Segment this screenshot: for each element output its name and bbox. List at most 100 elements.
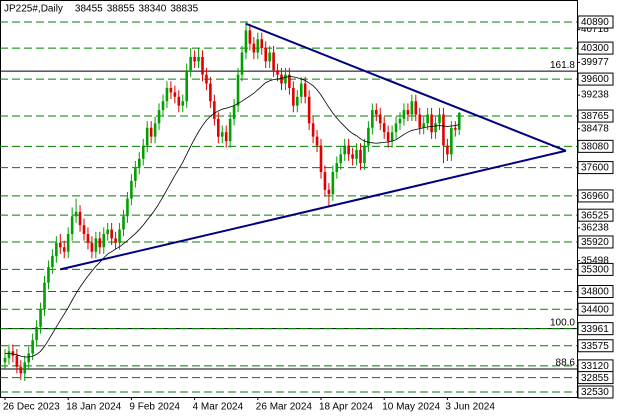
y-tick-label: 36238	[581, 223, 609, 234]
candle-body	[264, 48, 267, 62]
candle-body	[141, 145, 145, 159]
level-box	[577, 208, 614, 222]
level-label: 33961	[581, 324, 609, 335]
candle-body	[307, 96, 311, 124]
level-label: 32855	[581, 373, 609, 384]
candle-body	[347, 145, 350, 155]
candle-body	[434, 123, 437, 133]
level-label: 36960	[581, 191, 609, 202]
candle-body	[51, 256, 54, 268]
candle-body	[323, 172, 327, 190]
candle-body	[217, 118, 220, 137]
candle-body	[359, 149, 362, 164]
candle-body	[177, 96, 181, 106]
candle-body	[86, 233, 90, 243]
candle-body	[375, 110, 378, 115]
candle-body	[256, 39, 260, 53]
plot-frame	[0, 0, 578, 398]
level-box	[577, 235, 614, 249]
moving-average	[5, 76, 460, 358]
candle-body	[66, 233, 70, 252]
level-label: 33575	[581, 341, 609, 352]
candle-body	[149, 127, 153, 137]
candle-body	[134, 167, 137, 181]
level-label: 34400	[581, 304, 609, 315]
candle-body	[331, 172, 335, 195]
candle-body	[205, 74, 208, 84]
candle-body	[327, 189, 331, 195]
x-tick-label: 26 Mar 2024	[256, 402, 313, 413]
x-tick-label: 4 Mar 2024	[193, 402, 244, 413]
level-label: 39600	[581, 74, 609, 85]
x-tick-label: 3 Jun 2024	[445, 402, 495, 413]
level-box	[577, 285, 614, 299]
candle-body	[351, 154, 354, 159]
candle-body	[292, 87, 295, 106]
candle-body	[288, 74, 291, 88]
x-tick-label: 26 Dec 2023	[3, 402, 60, 413]
candle-body	[19, 366, 23, 374]
level-box	[577, 302, 614, 316]
level-box	[577, 339, 614, 353]
candle-body	[303, 83, 307, 97]
level-label: 32530	[581, 387, 609, 398]
candle-body	[78, 211, 82, 226]
level-label: 40890	[581, 17, 609, 28]
candle-body	[335, 163, 339, 173]
candle-body	[454, 127, 457, 130]
candle-body	[189, 56, 192, 71]
candle-body	[378, 114, 382, 124]
candle-body	[299, 83, 303, 97]
candle-body	[157, 110, 161, 124]
candle-body	[339, 154, 343, 164]
level-box	[577, 371, 614, 385]
candle-body	[126, 198, 129, 217]
candle-body	[394, 123, 398, 133]
candle-body	[390, 132, 394, 142]
candle-body	[414, 101, 418, 115]
candle-body	[224, 132, 228, 142]
candle-body	[35, 326, 38, 341]
candle-body	[118, 229, 121, 243]
candle-body	[169, 87, 173, 93]
header-value: 38455	[75, 4, 103, 15]
level-box	[577, 72, 614, 86]
candle-body	[122, 216, 125, 230]
candle-body	[355, 149, 358, 159]
candle-body	[268, 52, 271, 62]
candle-body	[248, 30, 252, 44]
candle-body	[181, 101, 185, 106]
candle-body	[252, 43, 256, 53]
level-box	[577, 322, 614, 336]
header: JP225#,Daily	[4, 4, 63, 15]
chart-title: JP225#,Daily	[4, 4, 63, 15]
candle-body	[422, 123, 425, 128]
candle-body	[367, 127, 370, 146]
candle-body	[319, 145, 323, 173]
level-label: 38080	[581, 141, 609, 152]
candle-body	[430, 114, 433, 133]
x-tick-label: 10 May 2024	[382, 402, 440, 413]
candle-body	[11, 351, 15, 356]
candle-body	[272, 52, 275, 71]
candle-body	[457, 112, 461, 130]
candle-body	[311, 123, 315, 137]
x-tick-label: 18 Apr 2024	[319, 402, 373, 413]
candle-body	[165, 87, 169, 102]
candle-body	[193, 56, 196, 62]
candle-body	[98, 238, 102, 248]
candle-body	[426, 114, 429, 124]
candle-body	[276, 70, 279, 75]
y-tick-label: 39238	[581, 90, 609, 101]
candle-body	[343, 145, 346, 155]
candle-body	[74, 211, 78, 217]
level-label: 35300	[581, 265, 609, 276]
level-box	[577, 161, 614, 175]
fib-label: 161.8	[550, 60, 575, 71]
candle-body	[402, 110, 406, 119]
candle-body	[173, 92, 177, 97]
level-box	[577, 109, 614, 123]
candle-body	[70, 216, 74, 234]
candle-body	[94, 238, 98, 252]
candle-body	[138, 158, 141, 168]
